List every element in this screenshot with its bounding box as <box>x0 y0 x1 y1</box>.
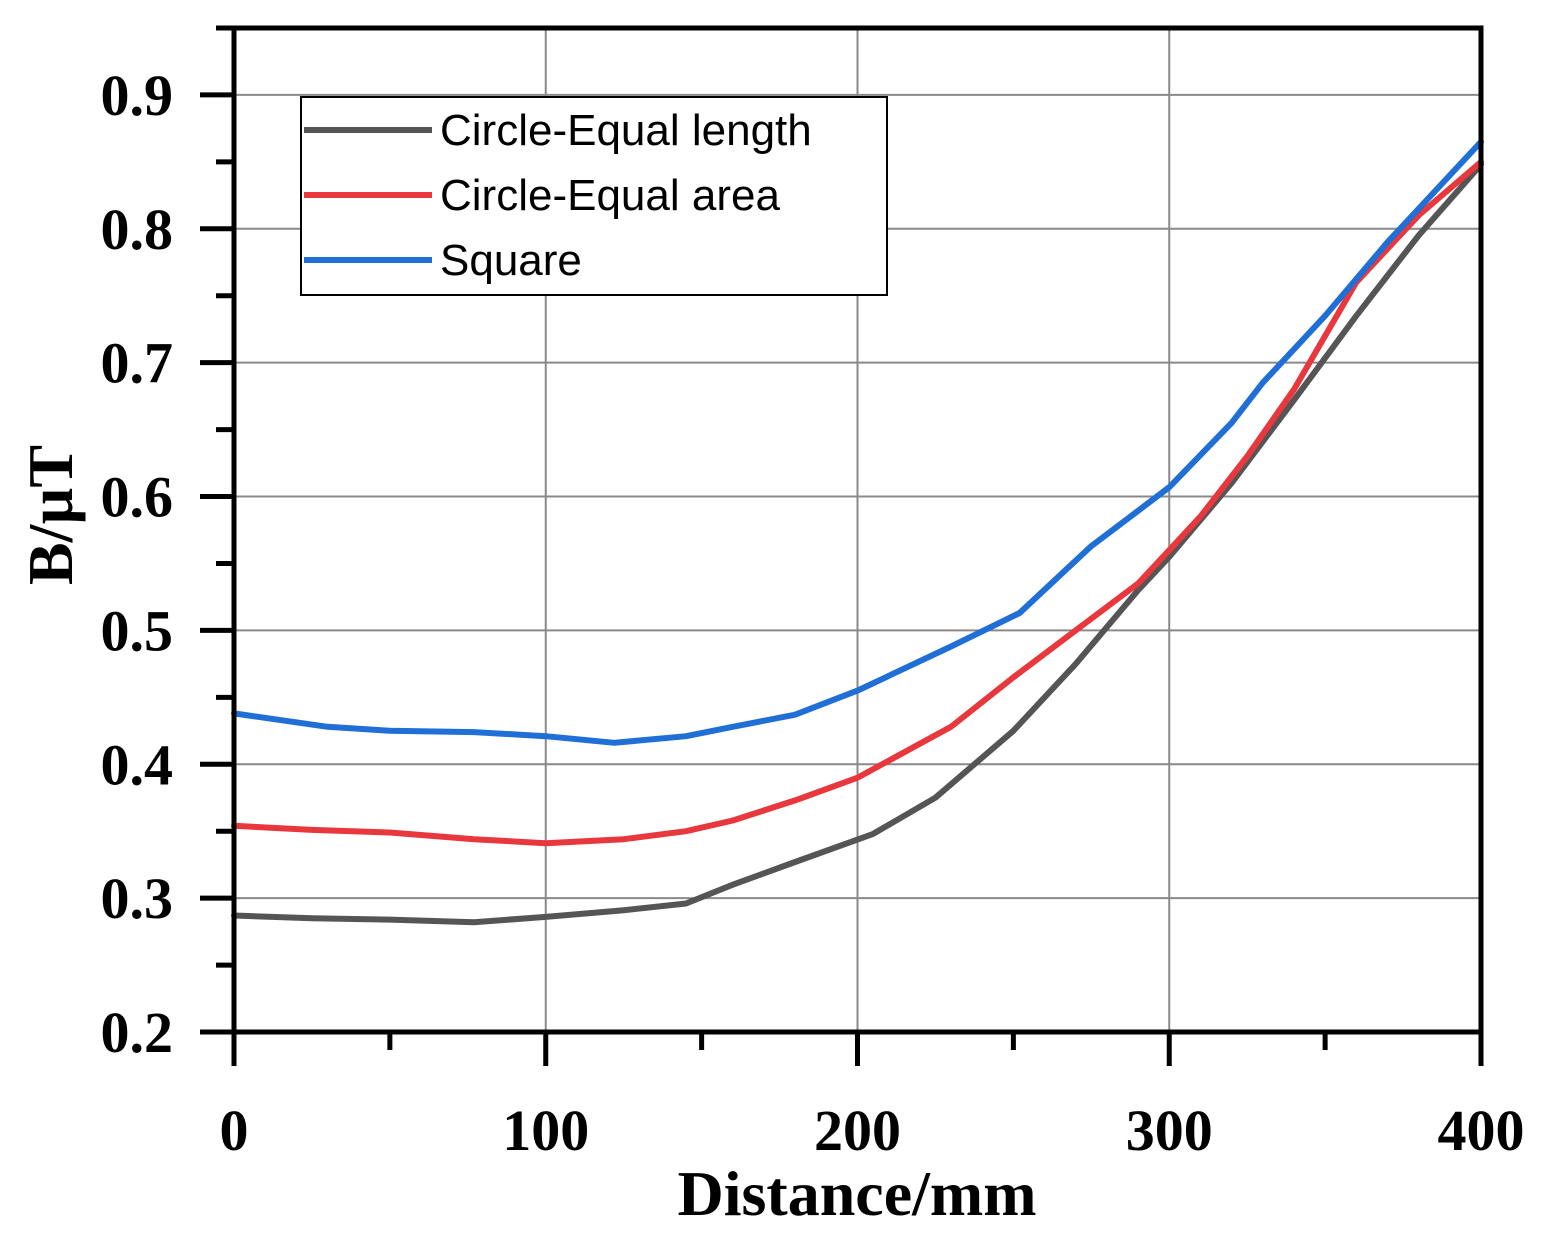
y-tick-label: 0.9 <box>101 63 174 128</box>
y-axis-title: B/µT <box>15 445 86 585</box>
x-tick-label: 200 <box>814 1098 901 1163</box>
y-tick-label: 0.3 <box>101 866 174 931</box>
x-tick-label: 300 <box>1126 1098 1213 1163</box>
y-tick-label: 0.4 <box>101 732 174 797</box>
x-tick-label: 0 <box>220 1098 249 1163</box>
legend-label: Circle-Equal length <box>440 106 812 155</box>
y-tick-label: 0.6 <box>101 465 174 530</box>
series-line <box>231 158 1484 847</box>
legend: Circle-Equal length Circle-Equal area Squa… <box>300 96 888 296</box>
axis-ticks <box>200 25 1484 1066</box>
x-tick-label: 100 <box>502 1098 589 1163</box>
y-tick-label: 0.7 <box>101 331 174 396</box>
x-axis-title: Distance/mm <box>677 1158 1036 1229</box>
tick-labels: 0 100 200 300 400 0.2 0.3 0.4 0.5 0.6 0.7 0.8 0.9 <box>101 63 1525 1163</box>
series-lines <box>231 138 1484 926</box>
y-tick-label: 0.8 <box>101 197 174 262</box>
x-tick-label: 400 <box>1438 1098 1525 1163</box>
legend-label: Square <box>440 236 582 285</box>
y-tick-label: 0.5 <box>101 598 174 663</box>
series-line <box>231 138 1484 746</box>
legend-label: Circle-Equal area <box>440 171 780 220</box>
series-line <box>231 161 1484 926</box>
y-tick-label: 0.2 <box>101 1000 174 1065</box>
